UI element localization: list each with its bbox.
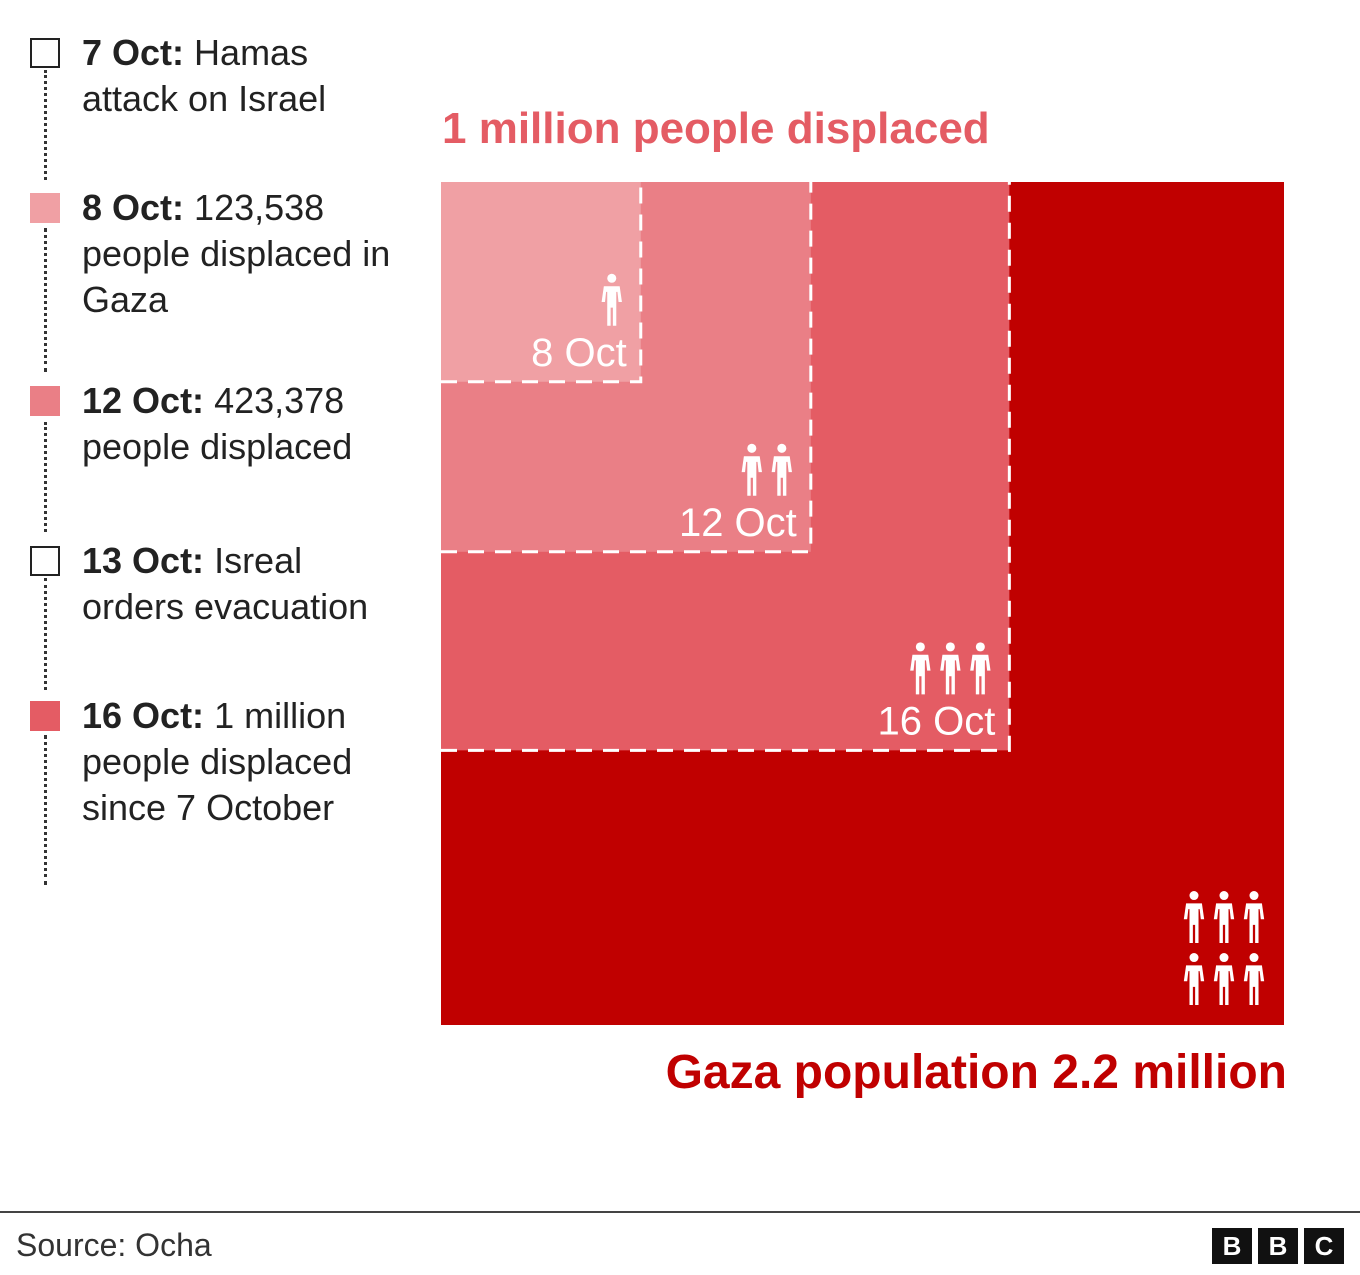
- bbc-logo-letter: C: [1304, 1228, 1344, 1264]
- person-icon: [940, 642, 961, 695]
- source-note: Source: Ocha: [16, 1227, 212, 1263]
- person-head: [945, 642, 955, 652]
- legend-text: 7 Oct: Hamas attack on Israel: [82, 30, 412, 122]
- person-head: [1189, 953, 1199, 963]
- person-body: [1183, 965, 1205, 1005]
- person-head: [1249, 891, 1259, 901]
- legend-description: Isreal orders evacuation: [82, 540, 369, 627]
- timeline-dotted-line: [44, 70, 47, 180]
- person-body: [1243, 903, 1265, 943]
- legend-text: 16 Oct: 1 million people displaced since…: [82, 693, 412, 831]
- legend: 7 Oct: Hamas attack on Israel 8 Oct: 123,…: [0, 0, 420, 900]
- legend-text: 12 Oct: 423,378 people displaced: [82, 378, 412, 470]
- displaced-label: 1 million people displaced: [442, 104, 990, 153]
- bbc-logo-letter: B: [1212, 1228, 1252, 1264]
- bbc-logo: B B C: [1212, 1228, 1344, 1264]
- person-icon: [910, 642, 931, 695]
- legend-text: 8 Oct: 123,538 people displaced in Gaza: [82, 185, 412, 323]
- person-head: [1219, 953, 1229, 963]
- legend-description: 123,538 people displaced in Gaza: [82, 187, 391, 320]
- series-date-label: 8 Oct: [531, 331, 627, 375]
- person-body: [1243, 965, 1265, 1005]
- nested-square-chart: 8 Oct 12 Oct 16 Oct: [441, 182, 1284, 1025]
- person-head: [747, 443, 757, 453]
- person-icon: [1243, 891, 1265, 943]
- legend-date: 13 Oct:: [82, 540, 205, 581]
- timeline-dotted-line: [44, 228, 47, 372]
- legend-marker-hollow: [30, 546, 60, 576]
- person-head: [915, 642, 925, 652]
- legend-date: 12 Oct:: [82, 380, 205, 421]
- footer: Source: Ocha B B C: [0, 1211, 1360, 1275]
- person-body: [940, 654, 961, 695]
- displaced-square: [441, 182, 641, 382]
- legend-date: 7 Oct:: [82, 32, 185, 73]
- person-body: [1213, 903, 1235, 943]
- timeline-dotted-line: [44, 578, 47, 690]
- person-head: [1219, 891, 1229, 901]
- person-body: [1213, 965, 1235, 1005]
- legend-description: Hamas attack on Israel: [82, 32, 327, 119]
- dashed-boundary: [441, 182, 643, 384]
- legend-description: 423,378 people displaced: [82, 380, 353, 467]
- legend-swatch: [30, 701, 60, 731]
- person-icon: [601, 273, 622, 326]
- person-body: [1183, 903, 1205, 943]
- footer-divider: [0, 1211, 1360, 1213]
- person-body: [910, 654, 931, 695]
- person-icon-group: [741, 443, 792, 496]
- person-icon-group: [910, 642, 991, 695]
- legend-date: 8 Oct:: [82, 187, 185, 228]
- person-body: [741, 456, 762, 496]
- person-icon: [771, 443, 792, 496]
- legend-swatch: [30, 386, 60, 416]
- chart: 8 Oct 12 Oct 16 Oct 1 million people displ…: [441, 104, 1287, 1099]
- person-icon: [970, 642, 991, 695]
- person-icon: [1183, 953, 1205, 1005]
- bbc-logo-letter: B: [1258, 1228, 1298, 1264]
- person-head: [607, 273, 617, 283]
- legend-marker-hollow: [30, 38, 60, 68]
- person-icon: [1183, 891, 1205, 943]
- legend-date: 16 Oct:: [82, 695, 205, 736]
- person-head: [1189, 891, 1199, 901]
- legend-text: 13 Oct: Isreal orders evacuation: [82, 538, 412, 630]
- population-label: Gaza population 2.2 million: [665, 1046, 1287, 1099]
- series-date-label: 16 Oct: [878, 699, 996, 743]
- legend-swatch: [30, 193, 60, 223]
- legend-description: 1 million people displaced since 7 Octob…: [82, 695, 353, 828]
- person-head: [1249, 953, 1259, 963]
- series-date-label: 12 Oct: [679, 501, 797, 545]
- dashed-boundary: [441, 182, 1011, 752]
- person-icon: [1213, 891, 1235, 943]
- person-body: [601, 286, 622, 326]
- person-icon: [1213, 953, 1235, 1005]
- person-head: [777, 443, 787, 453]
- person-body: [970, 654, 991, 695]
- person-icon: [741, 443, 762, 496]
- person-icon-group: [601, 273, 622, 326]
- person-body: [771, 456, 792, 496]
- dashed-boundary: [441, 182, 813, 554]
- timeline-dotted-line: [44, 422, 47, 532]
- person-head: [975, 642, 985, 652]
- timeline-dotted-line: [44, 735, 47, 885]
- person-icon: [1243, 953, 1265, 1005]
- population-icon-group: [1183, 891, 1265, 1005]
